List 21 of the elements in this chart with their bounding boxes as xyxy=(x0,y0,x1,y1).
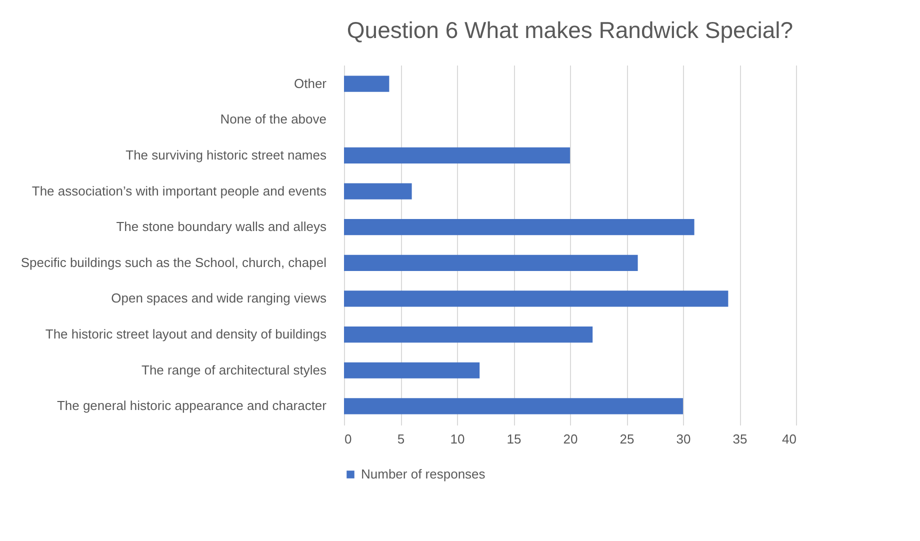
y-tick-label: Specific buildings such as the School, church, chapel xyxy=(20,254,327,270)
y-tick-label: Open spaces and wide ranging views xyxy=(111,290,327,306)
x-tick-label: 25 xyxy=(620,432,634,446)
y-tick-label: Other xyxy=(294,76,328,91)
x-tick-label: 5 xyxy=(397,432,405,446)
x-tick-label: 0 xyxy=(344,432,352,446)
y-tick-label: None of the above xyxy=(220,112,326,127)
legend-label: Number of responses xyxy=(361,466,486,482)
chart-title: Question 6 What makes Randwick Special? xyxy=(346,17,794,43)
x-tick-label: 30 xyxy=(676,432,691,446)
x-tick-label: 10 xyxy=(450,432,465,446)
y-tick-label: The association’s with important people and events xyxy=(32,183,327,198)
y-tick-label: The range of architectural styles xyxy=(142,362,327,378)
y-tick-label: The stone boundary walls and alleys xyxy=(116,219,327,234)
x-tick-label: 15 xyxy=(506,432,522,446)
x-tick-label: 40 xyxy=(782,432,796,446)
y-tick-label: The historic street layout and density of buildings xyxy=(45,326,327,342)
x-tick-label: 20 xyxy=(563,432,578,446)
x-tick-label: 35 xyxy=(732,432,748,446)
y-tick-label: The surviving historic street names xyxy=(126,147,327,162)
y-tick-label: The general historic appearance and character xyxy=(56,398,328,414)
